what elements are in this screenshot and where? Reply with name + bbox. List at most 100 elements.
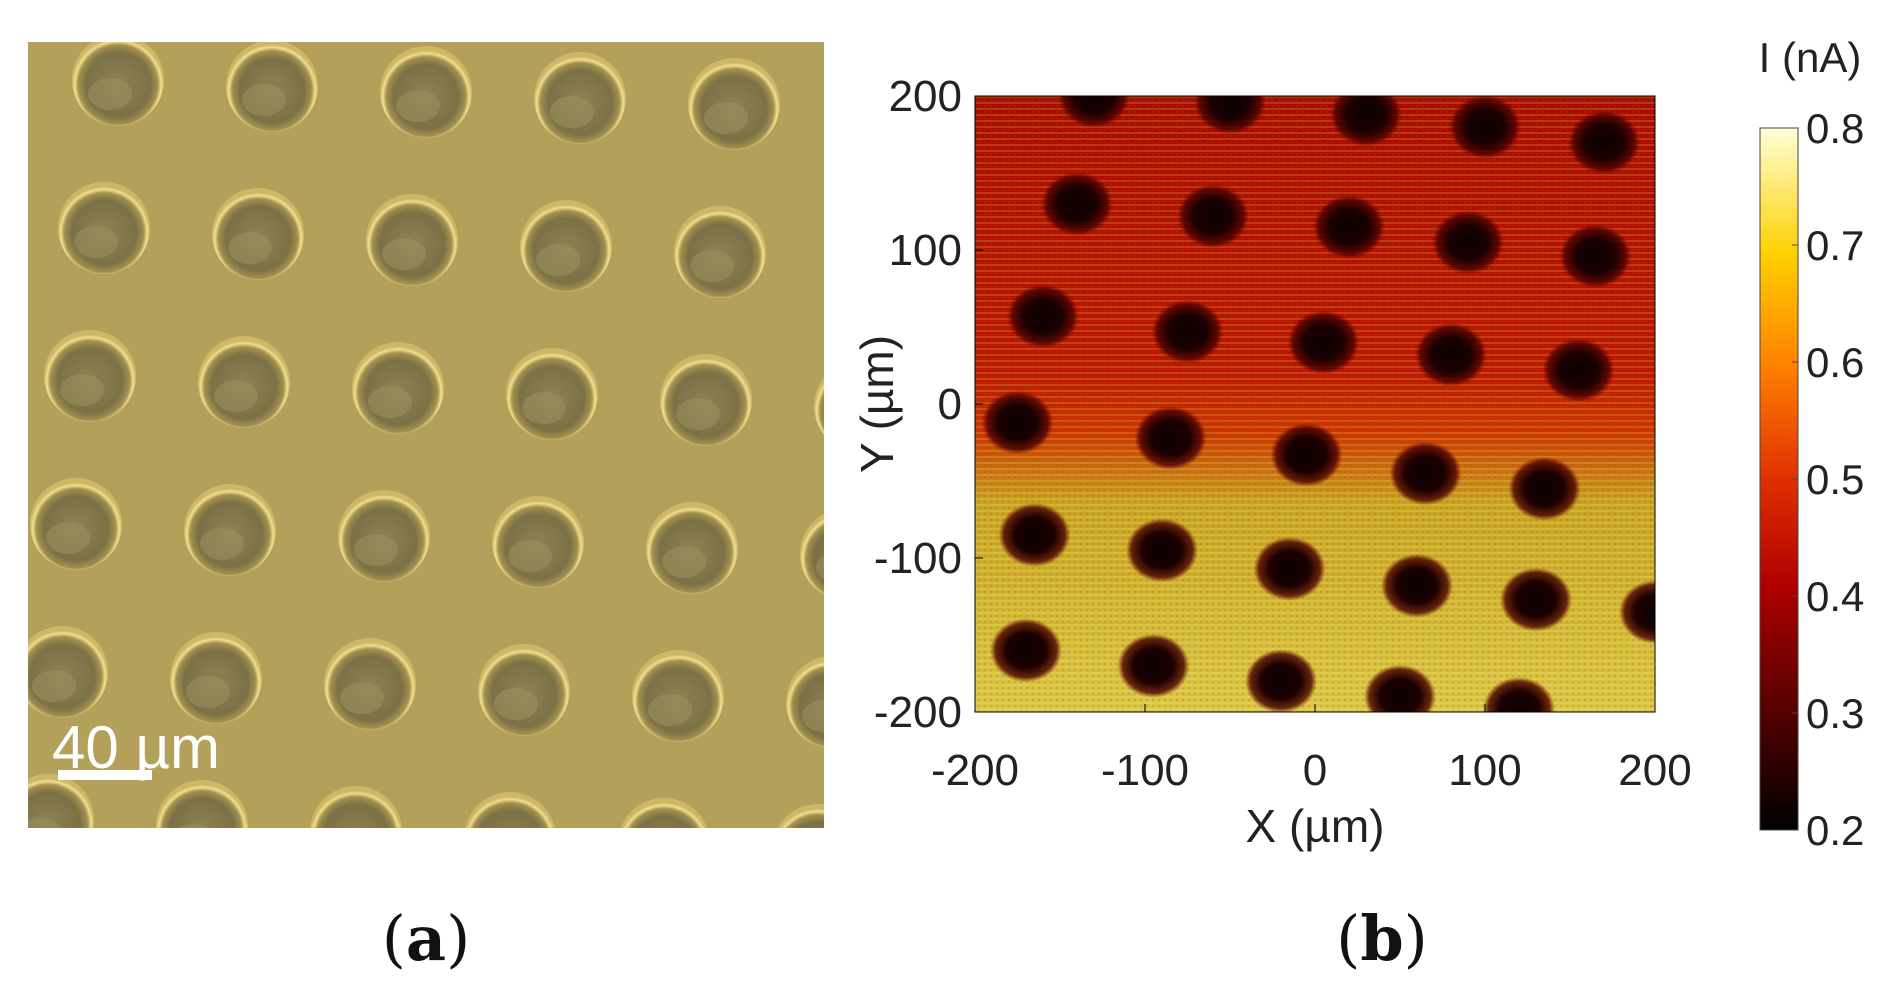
microwell (814, 377, 824, 435)
heatmap-spot (1270, 422, 1343, 487)
x-tick-label: -200 (931, 746, 1019, 795)
heatmap-spot (1194, 96, 1266, 135)
heatmap-spot (1151, 299, 1224, 364)
heatmap-spot (1415, 322, 1487, 387)
microwell-shadow (242, 84, 286, 116)
microwell-shadow (32, 670, 76, 702)
microwell-shadow (88, 78, 132, 110)
heatmap-spot (1041, 171, 1113, 236)
heatmap-spot (1253, 536, 1326, 601)
colorbar-tick-label: 0.7 (1806, 222, 1864, 269)
heatmap-spot (1568, 110, 1640, 175)
microwell-shadow (648, 694, 692, 726)
y-tick-label: 200 (889, 72, 962, 121)
microwell-shadow (690, 250, 734, 282)
heatmap-spot (1449, 96, 1521, 159)
microwell (310, 786, 402, 828)
heatmap-spot (1364, 664, 1436, 712)
panel-a-label: (a) (382, 902, 471, 975)
heatmap-spot (1542, 338, 1615, 403)
microwell (465, 792, 555, 828)
heatmap-spot (1508, 456, 1581, 521)
heatmap-spot (1500, 567, 1572, 632)
panel-b: -200 -100 0 100 200 -200 -100 0 100 200 X (µm) Y… (851, 72, 1692, 975)
microwell-shadow (382, 238, 426, 270)
microwell-shadow (354, 534, 398, 566)
microwell-shadow (396, 90, 440, 122)
microwell-shadow (340, 682, 384, 714)
colorbar-tick-label: 0.2 (1806, 807, 1864, 854)
heatmap-spot (1483, 676, 1555, 712)
microwell-shadow (676, 398, 720, 430)
colorbar-tick-label: 0.5 (1806, 456, 1864, 503)
colorbar: I (nA) 0.2 0.3 0.4 0.5 0.6 0.7 0.8 (1759, 34, 1865, 854)
microwell-shadow (200, 528, 244, 560)
colorbar-tick-label: 0.8 (1806, 105, 1864, 152)
microwell-shadow (480, 836, 524, 868)
colorbar-tick-label: 0.4 (1806, 573, 1864, 620)
x-tick-label: 200 (1618, 746, 1691, 795)
colorbar-label: I (nA) (1759, 34, 1862, 81)
heatmap-spot (1619, 579, 1655, 644)
y-axis-ticks: -200 -100 0 100 200 (874, 72, 983, 737)
microwell-shadow (28, 818, 61, 828)
heatmap-spot (990, 618, 1062, 683)
x-tick-label: -100 (1101, 746, 1189, 795)
microwell-shadow (179, 824, 209, 828)
microwell-shadow (214, 380, 258, 412)
panel-a: 40 µm (a) (28, 42, 888, 975)
x-axis-ticks: -200 -100 0 100 200 (931, 704, 1692, 795)
heatmap-spot (981, 390, 1054, 455)
heatmap-spot (1134, 405, 1207, 470)
heatmap-spot (1559, 224, 1632, 289)
microwell-shadow (74, 226, 118, 258)
colorbar-ticks: 0.2 0.3 0.4 0.5 0.6 0.7 0.8 (1792, 105, 1864, 854)
microwell-shadow (508, 540, 552, 572)
y-tick-label: -100 (874, 534, 962, 583)
microwell (786, 656, 824, 748)
microwell (620, 798, 708, 828)
heatmap-spot (1117, 633, 1190, 698)
microwell (777, 804, 824, 828)
microwell-shadow (844, 256, 888, 288)
microwell-shadow (522, 392, 566, 424)
heatmap-spot (1381, 553, 1453, 618)
microwell-shadow (494, 688, 538, 720)
microwell-shadow (46, 522, 90, 554)
y-tick-label: -200 (874, 688, 962, 737)
microwell-shadow (662, 546, 706, 578)
colorbar-tick-label: 0.6 (1806, 339, 1864, 386)
microwell (28, 774, 94, 828)
heatmap-spot (1330, 96, 1402, 147)
x-tick-label: 100 (1448, 746, 1521, 795)
heatmap-spot (1177, 184, 1249, 249)
heatmap-spot (1007, 284, 1079, 349)
microwell-shadow (536, 244, 580, 276)
microwell-shadow (634, 842, 678, 874)
microwell-shadow (60, 374, 104, 406)
microwell-shadow (802, 700, 824, 732)
heatmap-spot (1126, 518, 1198, 583)
heatmap-spot (1058, 96, 1130, 128)
microwell-shadow (228, 232, 272, 264)
microwell (156, 780, 248, 828)
colorbar-tick-label: 0.3 (1806, 690, 1864, 737)
microwell-shadow (788, 848, 832, 880)
microwell-shadow (816, 555, 824, 581)
microwell-shadow (326, 830, 370, 862)
heatmap-spot (998, 502, 1071, 567)
heatmap-spot (1287, 310, 1360, 375)
y-tick-label: 100 (889, 226, 962, 275)
panel-b-label: (b) (1336, 902, 1428, 975)
microwell-shadow (704, 102, 748, 134)
scale-bar (58, 770, 152, 780)
heatmap-spot (1432, 210, 1504, 275)
microwell-array (28, 42, 888, 880)
x-tick-label: 0 (1303, 746, 1327, 795)
microwell-shadow (368, 386, 412, 418)
microwell-shadow (186, 676, 230, 708)
heatmap-spot (1313, 194, 1385, 259)
scale-bar-text: 40 µm (52, 714, 220, 781)
heatmap-spot (1389, 441, 1462, 506)
